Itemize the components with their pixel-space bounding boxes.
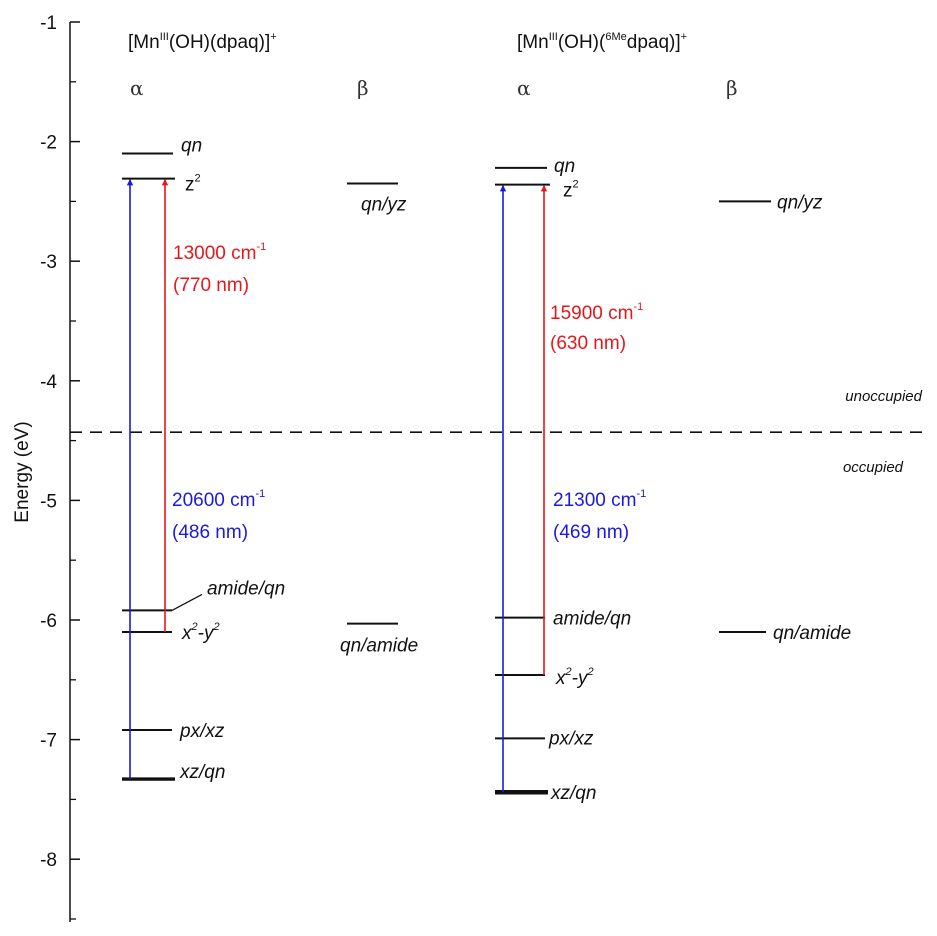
- y-axis-title: Energy (eV): [12, 421, 33, 522]
- y-tick-label: -1: [40, 13, 57, 34]
- c1-level-amide-qn-leader: [171, 593, 203, 612]
- c2-beta-level-qn-amide-label: qn/amide: [773, 623, 851, 644]
- c2-level-amide-qn-label: amide/qn: [553, 609, 631, 630]
- c2-transition-blue-wavelength: (469 nm): [553, 522, 629, 543]
- occupied-label: occupied: [843, 459, 904, 476]
- y-axis-ticks: -1 -2 -3 -4 -5 -6 -7 -8: [40, 13, 80, 920]
- c2-level-px-xz-label: px/xz: [548, 728, 594, 749]
- c1-beta-level-qn-yz-label: qn/yz: [361, 194, 407, 215]
- y-tick-label: -3: [40, 252, 57, 273]
- y-tick-label: -6: [40, 611, 57, 632]
- c1-level-amide-qn-label: amide/qn: [207, 578, 285, 599]
- c1-level-xz-qn-label: xz/qn: [179, 762, 225, 783]
- c1-transition-red-wavelength: (770 nm): [173, 275, 249, 296]
- c2-transition-red-wavenumber: 15900 cm-1: [550, 301, 643, 324]
- c2-transition-blue-wavenumber: 21300 cm-1: [553, 488, 646, 511]
- c2-beta-level-qn-yz-label: qn/yz: [777, 192, 823, 213]
- complex-1-alpha-label: α: [130, 76, 144, 100]
- complex-2-title: [MnIII(OH)(6Medpaq)]+: [517, 31, 687, 53]
- complex-1-beta-label: β: [357, 76, 369, 100]
- y-tick-label: -4: [40, 372, 57, 393]
- complex-2-beta-label: β: [726, 76, 738, 100]
- c1-level-qn-label: qn: [181, 136, 202, 157]
- y-tick-label: -8: [40, 850, 57, 871]
- c1-level-px-xz-label: px/xz: [179, 721, 225, 742]
- c1-level-z2-label: z2: [185, 173, 201, 196]
- unoccupied-label: unoccupied: [845, 388, 922, 405]
- c2-level-x2y2-label: x2-y2: [555, 666, 594, 689]
- y-tick-label: -7: [40, 731, 57, 752]
- c2-level-xz-qn-label: xz/qn: [550, 783, 596, 804]
- complex-1: [MnIII(OH)(dpaq)]+ α β qn z2 amide/qn x2…: [122, 31, 418, 783]
- c1-transition-red-wavenumber: 13000 cm-1: [173, 241, 266, 264]
- c1-transition-blue-wavenumber: 20600 cm-1: [172, 488, 265, 511]
- y-tick-label: -5: [40, 491, 57, 512]
- complex-2: [MnIII(OH)(6Medpaq)]+ α β qn z2 amide/qn…: [495, 31, 851, 804]
- complex-2-alpha-label: α: [517, 76, 531, 100]
- complex-1-title: [MnIII(OH)(dpaq)]+: [128, 31, 277, 53]
- c1-level-x2y2-label: x2-y2: [181, 621, 220, 644]
- c1-transition-blue-wavelength: (486 nm): [172, 522, 248, 543]
- c2-transition-red-wavelength: (630 nm): [550, 333, 626, 354]
- c2-level-z2-label: z2: [563, 179, 579, 202]
- c1-beta-level-qn-amide-label: qn/amide: [340, 636, 418, 657]
- y-tick-label: -2: [40, 133, 57, 154]
- c2-level-qn-label: qn: [554, 156, 575, 177]
